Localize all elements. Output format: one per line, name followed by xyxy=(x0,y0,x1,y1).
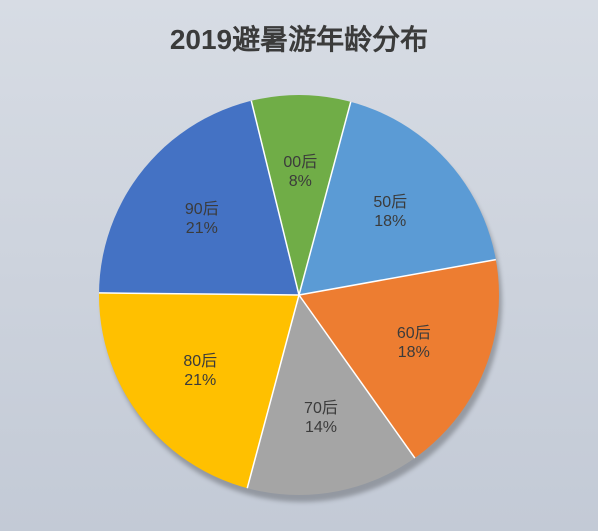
pie-chart: 50后18%60后18%70后14%80后21%90后21%00后8% xyxy=(99,95,499,495)
chart-title: 2019避暑游年龄分布 xyxy=(0,18,598,58)
